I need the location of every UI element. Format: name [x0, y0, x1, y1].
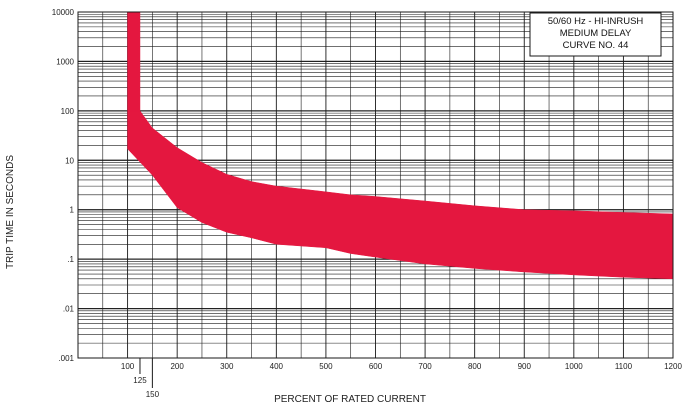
legend-line-3: CURVE NO. 44 [563, 40, 629, 51]
x-extra-ticks: 125 150 [133, 358, 160, 399]
x-tick-label: 400 [270, 362, 284, 371]
y-tick-label: 10 [65, 156, 74, 165]
x-tick-label: 1200 [664, 362, 682, 371]
x-tick-label: 200 [170, 362, 184, 371]
x-tick-label: 1000 [565, 362, 583, 371]
x-tick-label: 600 [369, 362, 383, 371]
plot-frame [77, 11, 674, 359]
y-tick-label: .01 [63, 305, 75, 314]
x-axis-title: PERCENT OF RATED CURRENT [274, 394, 426, 405]
x-tick-label: 800 [468, 362, 482, 371]
x-tick-label: 700 [418, 362, 432, 371]
y-axis-title: TRIP TIME IN SECONDS [5, 155, 16, 269]
x-tick-label: 100 [121, 362, 135, 371]
x-extra-tick-label: 150 [146, 390, 160, 399]
x-tick-label: 900 [518, 362, 532, 371]
y-tick-label: 10000 [52, 8, 75, 17]
legend-line-1: 50/60 Hz - HI-INRUSH [548, 16, 644, 27]
y-tick-label: 1 [70, 206, 75, 215]
y-tick-label: 100 [61, 107, 75, 116]
x-tick-label: 300 [220, 362, 234, 371]
x-tick-labels: 100 200 300 400 500 600 700 800 900 1000 1100 1200 [121, 362, 683, 371]
x-extra-tick-label: 125 [133, 376, 147, 385]
curve-legend: 50/60 Hz - HI-INRUSH MEDIUM DELAY CURVE … [529, 12, 662, 57]
y-tick-label: 1000 [56, 57, 74, 66]
x-tick-label: 500 [319, 362, 333, 371]
y-tick-label: .001 [58, 354, 74, 363]
x-tick-label: 1100 [615, 362, 633, 371]
y-tick-label: .1 [67, 255, 74, 264]
legend-box [529, 12, 662, 57]
legend-line-2: MEDIUM DELAY [560, 28, 632, 39]
y-tick-labels: .001 .01 .1 1 10 100 1000 10000 [52, 8, 75, 363]
